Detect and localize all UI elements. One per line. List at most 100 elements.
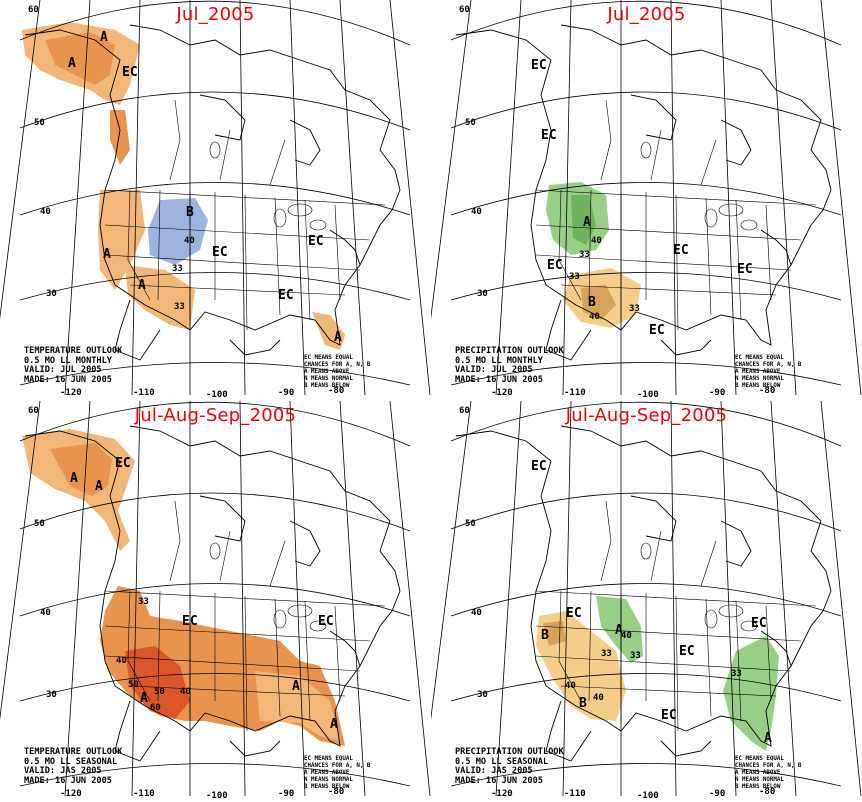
lat-label: 30	[46, 690, 57, 700]
lon-label: -90	[709, 789, 726, 799]
lat-label: 30	[477, 289, 488, 299]
panel-title: Jul_2005	[607, 4, 686, 25]
label-ec: EC	[122, 65, 138, 80]
lon-label: -100	[206, 791, 228, 801]
contour-label: 33	[629, 304, 640, 314]
label-ec: EC	[649, 323, 665, 338]
lat-label: 60	[459, 5, 470, 15]
label-ec: EC	[278, 288, 294, 303]
contour-label: 40	[591, 236, 602, 246]
contour-label: 40	[621, 631, 632, 641]
label-ec: EC	[531, 459, 547, 474]
label-ec: EC	[679, 644, 695, 659]
below-region	[148, 198, 208, 265]
lon-label: -80	[759, 787, 776, 797]
lat-label: 60	[459, 406, 470, 416]
dry-region	[563, 268, 641, 328]
label-a: A	[583, 215, 591, 230]
contour-label: 33	[731, 669, 742, 679]
lat-label: 30	[477, 690, 488, 700]
lat-label: 40	[40, 608, 51, 618]
wet-region-southeast	[723, 636, 779, 751]
lat-label: 40	[471, 608, 482, 618]
lon-label: -110	[564, 388, 586, 398]
label-ec: EC	[737, 262, 753, 277]
lat-label: 50	[34, 118, 45, 128]
label-b: B	[579, 696, 587, 711]
label-a: A	[138, 278, 146, 293]
above-region-alaska	[22, 22, 140, 165]
above-region-alaska	[22, 429, 135, 551]
map-temperature-seasonal	[0, 401, 431, 797]
lat-label: 60	[28, 5, 39, 15]
panel-title: Jul-Aug-Sep_2005	[134, 405, 297, 426]
label-a: A	[140, 691, 148, 706]
label-ec: EC	[182, 614, 198, 629]
lon-label: -90	[278, 388, 295, 398]
label-ec: EC	[541, 128, 557, 143]
lon-label: -100	[206, 390, 228, 400]
label-ec: EC	[308, 234, 324, 249]
lon-label: -100	[637, 390, 659, 400]
label-a: A	[100, 30, 108, 45]
contour-label: 33	[569, 272, 580, 282]
label-b: B	[186, 205, 194, 220]
contour-label: 33	[601, 649, 612, 659]
contour-label: 33	[579, 250, 590, 260]
lat-label: 40	[471, 207, 482, 217]
outlook-info: PRECIPITATION OUTLOOK 0.5 MO LL MONTHLY VA…	[455, 346, 564, 385]
contour-label: 40	[565, 681, 576, 691]
label-a: A	[292, 679, 300, 694]
lon-label: -110	[133, 388, 155, 398]
lon-label: -80	[328, 787, 345, 797]
label-b: B	[588, 295, 596, 310]
label-ec: EC	[115, 456, 131, 471]
label-ec: EC	[318, 614, 334, 629]
outlook-info: TEMPERATURE OUTLOOK 0.5 MO LL SEASONAL VAL…	[24, 747, 123, 786]
label-ec: EC	[566, 606, 582, 621]
label-a: A	[615, 623, 623, 638]
label-a: A	[95, 479, 103, 494]
panel-temperature-monthly: Jul_2005 EC EC EC EC A A A A A B 40 33 3…	[0, 0, 431, 401]
contour-label: 60	[150, 703, 161, 713]
lon-label: -120	[60, 789, 82, 799]
map-precipitation-seasonal	[431, 401, 862, 797]
contour-label: 40	[180, 687, 191, 697]
label-a: A	[334, 330, 342, 345]
lon-label: -110	[133, 789, 155, 799]
lon-label: -120	[491, 388, 513, 398]
label-ec: EC	[661, 708, 677, 723]
lon-label: -90	[709, 388, 726, 398]
contour-label: 33	[630, 651, 641, 661]
lat-label: 30	[46, 289, 57, 299]
label-a: A	[103, 247, 111, 262]
contour-label: 40	[593, 693, 604, 703]
lon-label: -90	[278, 789, 295, 799]
lon-label: -120	[491, 789, 513, 799]
lon-label: -100	[637, 791, 659, 801]
label-ec: EC	[212, 245, 228, 260]
contour-label: 50	[154, 687, 165, 697]
above-region-core	[125, 646, 190, 719]
contour-label: 40	[589, 312, 600, 322]
lat-label: 50	[34, 519, 45, 529]
contour-label: 50	[128, 680, 139, 690]
lat-label: 60	[28, 406, 39, 416]
contour-label: 33	[172, 264, 183, 274]
label-a: A	[330, 717, 338, 732]
panel-temperature-seasonal: Jul-Aug-Sep_2005 EC EC EC A A A A A 33 4…	[0, 401, 431, 802]
label-ec: EC	[751, 616, 767, 631]
label-a: A	[70, 471, 78, 486]
label-ec: EC	[531, 58, 547, 73]
label-a: A	[68, 56, 76, 71]
label-a: A	[764, 731, 772, 746]
lon-label: -120	[60, 388, 82, 398]
panel-precipitation-monthly: Jul_2005 EC EC EC EC EC EC A B 40 33 33 …	[431, 0, 862, 401]
contour-label: 33	[174, 302, 185, 312]
contour-label: 40	[184, 236, 195, 246]
panel-title: Jul-Aug-Sep_2005	[565, 405, 728, 426]
